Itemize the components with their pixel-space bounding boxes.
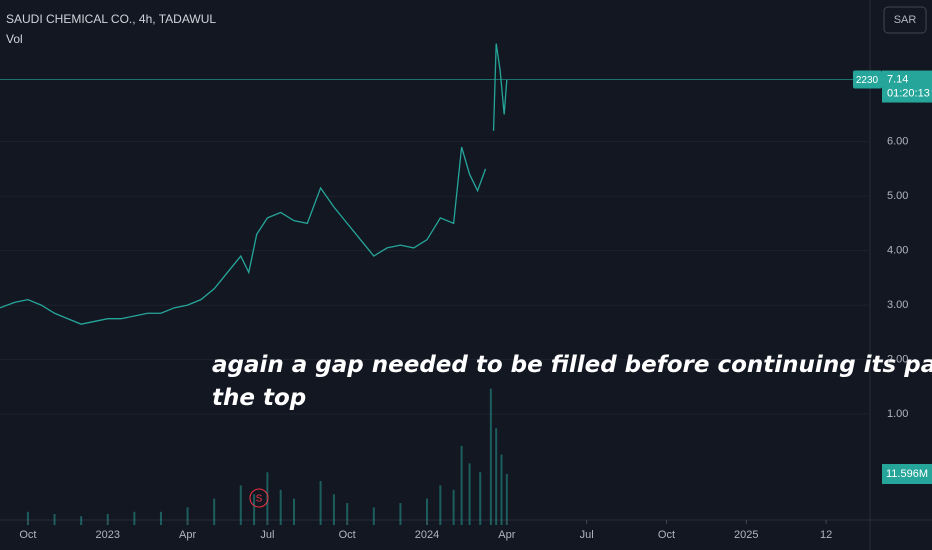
price-box (882, 70, 932, 103)
volume-bar (319, 481, 322, 525)
ticker-code: 2230 (856, 75, 879, 86)
volume-box (882, 464, 932, 485)
volume-bar (426, 498, 429, 525)
x-tick-label: 2025 (734, 529, 758, 541)
volume-bar (346, 503, 349, 525)
last-price: 7.14 (887, 73, 908, 85)
price-line (0, 43, 508, 325)
volume-bar (159, 511, 162, 525)
volume-bar (106, 514, 109, 525)
x-tick-label: 2023 (96, 529, 120, 541)
currency-button[interactable] (883, 6, 927, 34)
grid (0, 141, 870, 415)
y-tick-label: 3.00 (887, 299, 908, 311)
x-tick-label: Apr (498, 529, 515, 541)
y-tick-label: 1.00 (887, 408, 908, 420)
y-tick-label: 5.00 (887, 190, 908, 202)
annotation: again a gap needed to be filled before c… (212, 352, 932, 411)
x-tick-label: Jul (260, 529, 274, 541)
x-tick-label: Apr (179, 529, 196, 541)
volume-bar (26, 511, 29, 525)
x-tick-label: 2024 (415, 529, 439, 541)
x-tick-label: 12 (820, 529, 832, 541)
volume-bar (213, 498, 216, 525)
chart-title: SAUDI CHEMICAL CO., 4h, TADAWUL (6, 12, 216, 26)
volume (26, 388, 508, 525)
volume-bar (505, 474, 508, 525)
volume-bar (495, 428, 498, 525)
volume-bar (460, 445, 463, 525)
currency[interactable]: SAR (894, 14, 917, 26)
volume-bar (292, 498, 295, 525)
x-tick-label: Oct (19, 529, 36, 541)
last-volume: 11.596M (886, 468, 928, 480)
x-tick-label: Oct (339, 529, 356, 541)
x-tick-label: Jul (580, 529, 594, 541)
y-tick-label: 4.00 (887, 245, 908, 257)
volume-bar (53, 514, 56, 525)
volume-bar (479, 472, 482, 525)
event-marker (249, 488, 269, 508)
y-tick-label: 6.00 (887, 136, 908, 148)
volume-bar (253, 494, 256, 525)
volume-bar (186, 507, 189, 525)
volume-label: Vol (6, 32, 23, 46)
ticker-box (853, 70, 882, 89)
volume-bar (80, 516, 83, 525)
volume-bar (133, 511, 136, 525)
volume-bar (489, 388, 492, 525)
volume-bar (279, 489, 282, 525)
volume-bar (468, 463, 471, 525)
volume-bar (332, 494, 335, 525)
volume-bar (399, 503, 402, 525)
volume-bar (452, 489, 455, 525)
volume-bar (266, 472, 269, 525)
countdown: 01:20:13 (887, 87, 930, 99)
volume-bar (500, 454, 503, 525)
x-tick-label: Oct (658, 529, 675, 541)
price (0, 43, 508, 325)
volume-bar (372, 507, 375, 525)
y-tick-label: 2.00 (887, 353, 908, 365)
event-marker-label: S (256, 494, 263, 505)
volume-bar (239, 485, 242, 525)
volume-bar (439, 485, 442, 525)
